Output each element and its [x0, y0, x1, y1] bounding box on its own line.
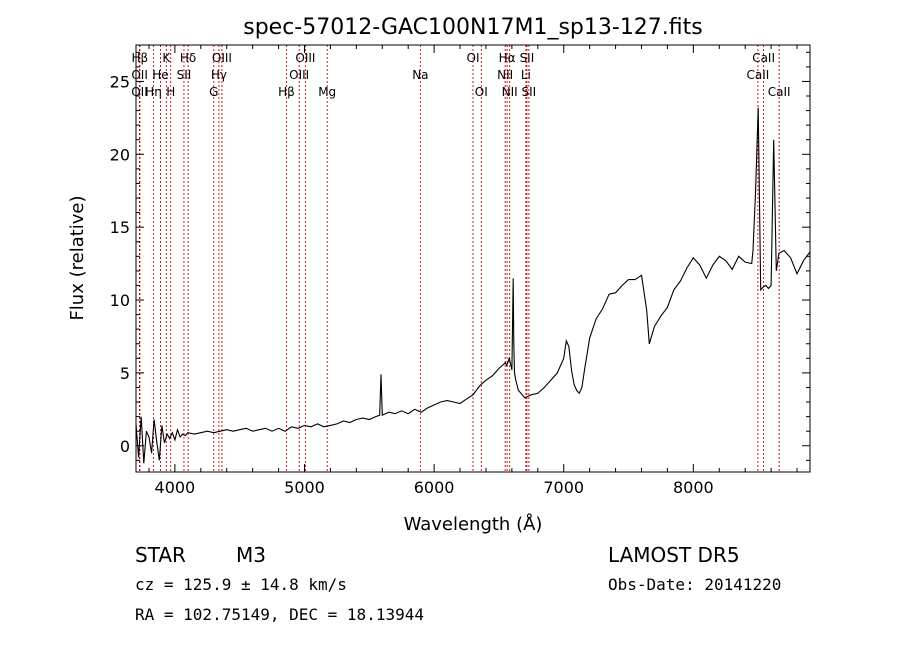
line-marker-label: OIII: [295, 51, 315, 65]
line-marker-label: G: [209, 85, 218, 99]
line-marker-label: K: [162, 51, 171, 65]
line-marker-label: CaII: [752, 51, 775, 65]
survey-name: LAMOST DR5: [608, 543, 740, 567]
y-tick-label: 10: [110, 291, 130, 310]
x-axis: 4000 5000 6000 7000 8000: [148, 45, 798, 497]
chart-title: spec-57012-GAC100N17M1_sp13-127.fits: [243, 15, 703, 40]
x-tick-label: 5000: [284, 478, 325, 497]
x-tick-label: 6000: [414, 478, 455, 497]
y-axis-label: Flux (relative): [67, 195, 88, 320]
y-tick-label: 20: [110, 145, 130, 164]
line-marker-label: Na: [412, 68, 428, 82]
line-marker-label: Hδ: [180, 51, 196, 65]
line-marker-label: OIII: [289, 68, 309, 82]
x-tick-label: 7000: [543, 478, 584, 497]
line-marker-label: Hα: [499, 51, 516, 65]
x-tick-label: 8000: [673, 478, 714, 497]
line-marker-label: Hη: [145, 85, 162, 99]
flux-series-line: [135, 107, 811, 464]
line-markers: [139, 45, 780, 472]
cz-value: cz = 125.9 ± 14.8 km/s: [135, 575, 347, 594]
line-marker-label: Hβ: [278, 85, 295, 99]
obs-date: Obs-Date: 20141220: [608, 575, 781, 594]
line-marker-label: SII: [522, 85, 537, 99]
line-marker-label: Mg: [318, 85, 336, 99]
line-marker-label: NII: [502, 85, 518, 99]
line-marker-label: OIII: [212, 51, 232, 65]
plot-frame: [135, 44, 811, 473]
line-marker-label: OII: [131, 85, 148, 99]
line-marker-label: H: [166, 85, 175, 99]
line-marker-label: Hβ: [132, 51, 149, 65]
y-tick-label: 0: [120, 437, 130, 456]
line-marker-label: CaII: [768, 85, 791, 99]
line-marker-label: SII: [520, 51, 535, 65]
line-marker-label: OI: [475, 85, 488, 99]
line-marker-label: NII: [497, 68, 513, 82]
y-tick-label: 25: [110, 72, 130, 91]
line-marker-label: Li: [521, 68, 531, 82]
x-axis-label: Wavelength (Å): [404, 513, 543, 535]
object-subclass: M3: [236, 543, 266, 567]
line-marker-label: SII: [177, 68, 192, 82]
line-marker-label: CaII: [746, 68, 769, 82]
x-tick-label: 4000: [155, 478, 196, 497]
coordinates: RA = 102.75149, DEC = 18.13944: [135, 605, 424, 624]
line-marker-label: Hγ: [211, 68, 227, 82]
y-axis: 0 5 10 15 20 25: [110, 51, 810, 461]
object-class: STAR: [135, 543, 186, 567]
y-tick-label: 15: [110, 218, 130, 237]
line-marker-label: He: [152, 68, 168, 82]
y-tick-label: 5: [120, 364, 130, 383]
line-marker-label: OII: [131, 68, 148, 82]
line-marker-label: OI: [467, 51, 480, 65]
